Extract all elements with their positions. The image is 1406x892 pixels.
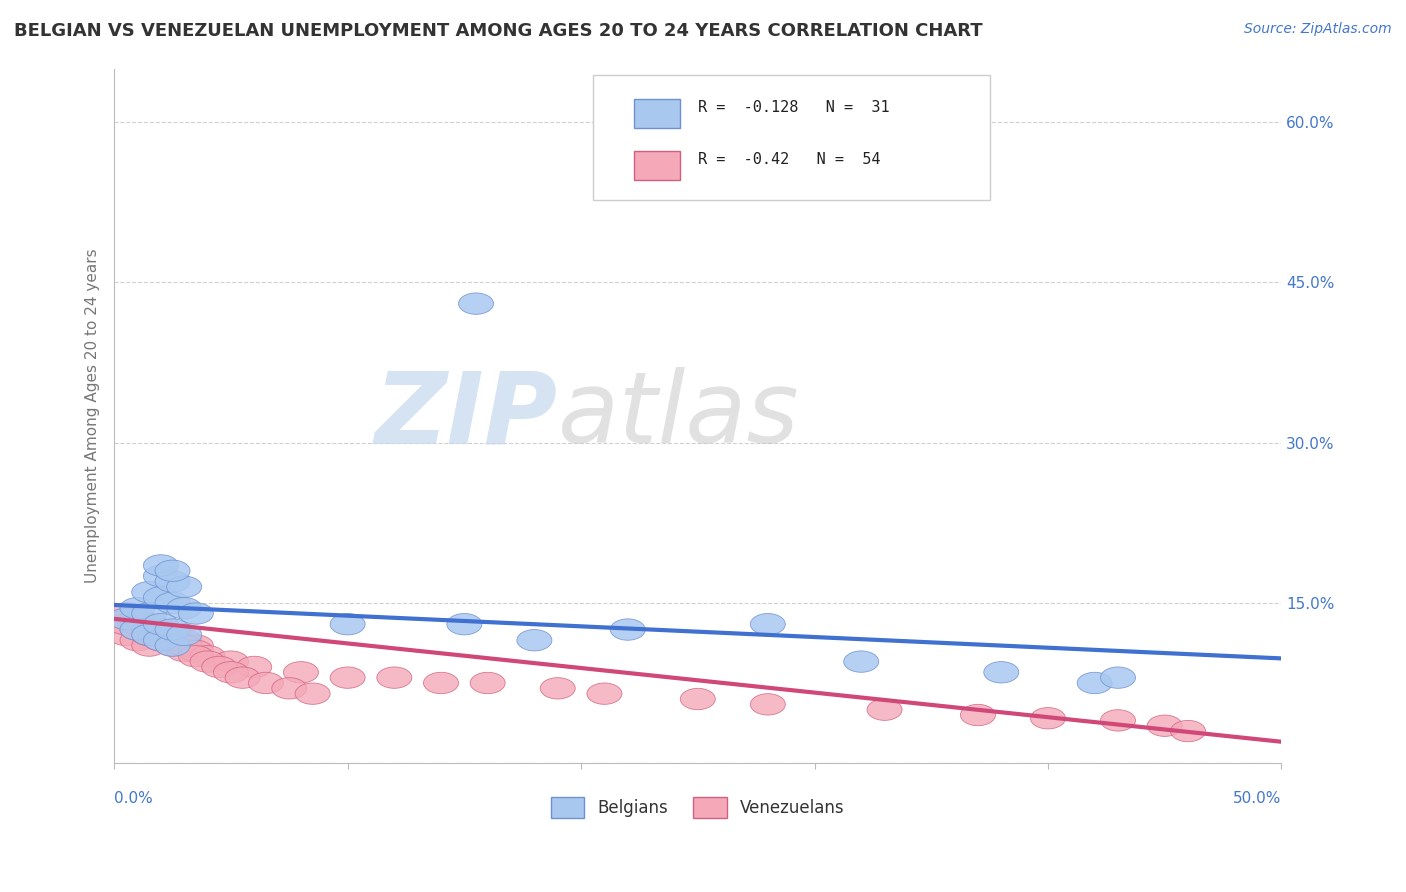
Ellipse shape [179, 603, 214, 624]
Ellipse shape [155, 630, 190, 651]
FancyBboxPatch shape [634, 99, 681, 128]
Ellipse shape [155, 624, 190, 646]
Text: ZIP: ZIP [375, 368, 558, 465]
Ellipse shape [167, 635, 201, 657]
Ellipse shape [844, 651, 879, 673]
Ellipse shape [1031, 707, 1066, 729]
Ellipse shape [868, 699, 903, 721]
Ellipse shape [1101, 667, 1136, 689]
Ellipse shape [155, 560, 190, 582]
Ellipse shape [284, 662, 318, 683]
Ellipse shape [143, 630, 179, 651]
Ellipse shape [1101, 710, 1136, 731]
Ellipse shape [108, 614, 143, 635]
Ellipse shape [458, 293, 494, 314]
Text: BELGIAN VS VENEZUELAN UNEMPLOYMENT AMONG AGES 20 TO 24 YEARS CORRELATION CHART: BELGIAN VS VENEZUELAN UNEMPLOYMENT AMONG… [14, 22, 983, 40]
Ellipse shape [225, 667, 260, 689]
Ellipse shape [120, 608, 155, 630]
Ellipse shape [155, 630, 190, 651]
Ellipse shape [143, 587, 179, 608]
Ellipse shape [179, 640, 214, 662]
Ellipse shape [610, 619, 645, 640]
Ellipse shape [155, 635, 190, 657]
Ellipse shape [132, 624, 167, 646]
Ellipse shape [423, 673, 458, 694]
Text: 50.0%: 50.0% [1233, 791, 1281, 805]
Text: R =  -0.128   N =  31: R = -0.128 N = 31 [697, 100, 890, 115]
Ellipse shape [271, 678, 307, 699]
Ellipse shape [470, 673, 505, 694]
Ellipse shape [295, 683, 330, 705]
Ellipse shape [155, 619, 190, 640]
Ellipse shape [143, 619, 179, 640]
Ellipse shape [143, 566, 179, 587]
Ellipse shape [120, 614, 155, 635]
Legend: Belgians, Venezuelans: Belgians, Venezuelans [544, 790, 851, 824]
Text: R =  -0.42   N =  54: R = -0.42 N = 54 [697, 152, 880, 167]
Ellipse shape [155, 571, 190, 592]
Ellipse shape [681, 689, 716, 710]
Text: Source: ZipAtlas.com: Source: ZipAtlas.com [1244, 22, 1392, 37]
Ellipse shape [179, 635, 214, 657]
Ellipse shape [108, 624, 143, 646]
Ellipse shape [330, 667, 366, 689]
Ellipse shape [330, 614, 366, 635]
Text: atlas: atlas [558, 368, 800, 465]
Ellipse shape [586, 683, 621, 705]
Ellipse shape [190, 646, 225, 667]
Ellipse shape [155, 592, 190, 614]
Ellipse shape [447, 614, 482, 635]
Ellipse shape [167, 630, 201, 651]
Ellipse shape [155, 624, 190, 646]
Ellipse shape [143, 555, 179, 576]
Ellipse shape [517, 630, 553, 651]
Ellipse shape [167, 624, 201, 646]
Ellipse shape [190, 651, 225, 673]
Ellipse shape [143, 630, 179, 651]
Ellipse shape [214, 651, 249, 673]
Ellipse shape [132, 603, 167, 624]
Ellipse shape [751, 694, 786, 715]
Ellipse shape [167, 640, 201, 662]
Ellipse shape [132, 624, 167, 646]
Ellipse shape [1077, 673, 1112, 694]
Ellipse shape [120, 619, 155, 640]
Ellipse shape [108, 608, 143, 630]
Ellipse shape [167, 635, 201, 657]
Ellipse shape [167, 576, 201, 598]
FancyBboxPatch shape [593, 76, 990, 201]
Text: 0.0%: 0.0% [114, 791, 153, 805]
Ellipse shape [377, 667, 412, 689]
Ellipse shape [143, 619, 179, 640]
Ellipse shape [167, 598, 201, 619]
Ellipse shape [214, 662, 249, 683]
Ellipse shape [132, 582, 167, 603]
FancyBboxPatch shape [634, 151, 681, 180]
Ellipse shape [132, 624, 167, 646]
Ellipse shape [751, 614, 786, 635]
Ellipse shape [120, 630, 155, 651]
Ellipse shape [984, 662, 1019, 683]
Ellipse shape [960, 705, 995, 726]
Ellipse shape [143, 614, 179, 635]
Ellipse shape [1171, 721, 1205, 742]
Ellipse shape [1147, 715, 1182, 737]
Ellipse shape [155, 635, 190, 657]
Ellipse shape [120, 598, 155, 619]
Ellipse shape [132, 619, 167, 640]
Ellipse shape [143, 624, 179, 646]
Y-axis label: Unemployment Among Ages 20 to 24 years: Unemployment Among Ages 20 to 24 years [86, 249, 100, 583]
Ellipse shape [143, 630, 179, 651]
Ellipse shape [236, 657, 271, 678]
Ellipse shape [610, 122, 645, 144]
Ellipse shape [249, 673, 284, 694]
Ellipse shape [540, 678, 575, 699]
Ellipse shape [201, 657, 236, 678]
Ellipse shape [132, 614, 167, 635]
Ellipse shape [179, 646, 214, 667]
Ellipse shape [108, 603, 143, 624]
Ellipse shape [132, 635, 167, 657]
Ellipse shape [120, 619, 155, 640]
